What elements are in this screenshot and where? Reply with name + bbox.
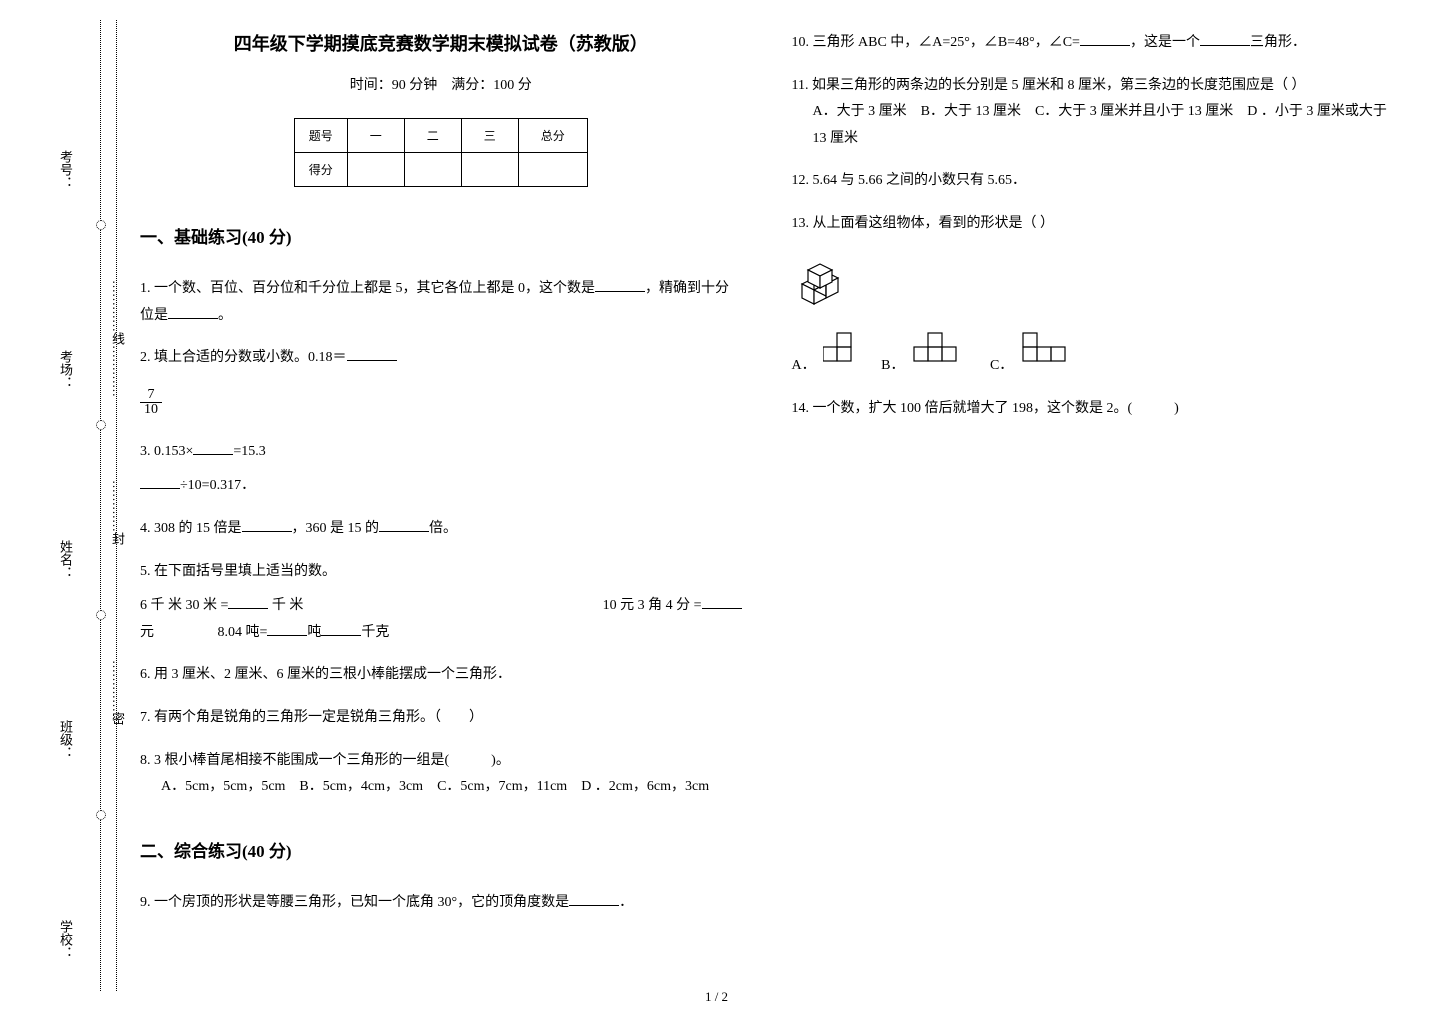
blank (595, 278, 645, 292)
question-13: 13. 从上面看这组物体，看到的形状是（ ） A． (792, 211, 1394, 380)
exam-title: 四年级下学期摸底竞赛数学期末模拟试卷（苏教版） (140, 30, 742, 56)
q4-text-c: 倍。 (429, 521, 457, 536)
q11-options: A．大于 3 厘米 B．大于 13 厘米 C．大于 3 厘米并且小于 13 厘米… (813, 99, 1394, 152)
shape-a-icon (823, 329, 863, 369)
question-5: 5. 在下面括号里填上适当的数。 6 千 米 30 米 = 千 米 10 元 3… (140, 559, 742, 647)
question-2: 2. 填上合适的分数或小数。0.18＝ 7 10 (140, 345, 742, 423)
blank (569, 892, 619, 906)
table-cell: 三 (461, 119, 518, 153)
q2-text-a: 2. 填上合适的分数或小数。0.18＝ (140, 350, 347, 365)
section-1-title: 一、基础练习(40 分) (140, 223, 742, 248)
section-2-title: 二、综合练习(40 分) (140, 837, 742, 862)
gutter-dotted-line (100, 20, 101, 991)
page-content: 四年级下学期摸底竞赛数学期末模拟试卷（苏教版） 时间：90 分钟 满分：100 … (140, 30, 1393, 950)
q4-text-a: 4. 308 的 15 倍是 (140, 521, 242, 536)
fraction-numerator: 7 (140, 388, 162, 403)
q3-text-b: =15.3 (233, 444, 265, 459)
q13-option-c: C． (990, 329, 1093, 380)
q3-text-c: ÷10=0.317． (180, 478, 255, 493)
question-10: 10. 三角形 ABC 中，∠A=25°，∠B=48°，∠C= ，这是一个 三角形． (792, 30, 1394, 57)
question-7: 7. 有两个角是锐角的三角形一定是锐角三角形。（ ） (140, 705, 742, 732)
q10-text-c: 三角形． (1250, 35, 1306, 50)
blank (228, 595, 268, 609)
question-12: 12. 5.64 与 5.66 之间的小数只有 5.65． (792, 168, 1394, 195)
q1-text-c: 。 (218, 308, 232, 323)
table-cell: 总分 (518, 119, 587, 153)
q11-text: 11. 如果三角形的两条边的长分别是 5 厘米和 8 厘米，第三条边的长度范围应… (792, 73, 1394, 100)
gutter-circle-icon (96, 610, 106, 620)
q10-text-b: ，这是一个 (1130, 35, 1200, 50)
blank (140, 475, 180, 489)
blank (168, 305, 218, 319)
table-cell (347, 153, 404, 187)
table-cell: 一 (347, 119, 404, 153)
question-14: 14. 一个数，扩大 100 倍后就增大了 198，这个数是 2。( ) (792, 396, 1394, 423)
table-row: 得分 (294, 153, 587, 187)
q13-text: 13. 从上面看这组物体，看到的形状是（ ） (792, 211, 1394, 238)
q8-options: A．5cm，5cm，5cm B．5cm，4cm，3cm C．5cm，7cm，11… (161, 774, 742, 801)
q9-text-a: 9. 一个房顶的形状是等腰三角形，已知一个底角 30°，它的顶角度数是 (140, 895, 569, 910)
question-8: 8. 3 根小棒首尾相接不能围成一个三角形的一组是( )。 A．5cm，5cm，… (140, 748, 742, 801)
blank (1200, 32, 1250, 46)
blank (321, 622, 361, 636)
q5-line-a: 6 千 米 30 米 = 千 米 (140, 593, 303, 620)
gutter-circle-icon (96, 810, 106, 820)
q5-line-b: 10 元 3 角 4 分 = (603, 593, 742, 620)
blank (347, 347, 397, 361)
blank (193, 441, 233, 455)
isometric-cubes-icon (792, 254, 862, 309)
q4-text-b: ，360 是 15 的 (292, 521, 380, 536)
q5-line-c: 8.04 吨=吨千克 (218, 625, 390, 640)
blank (702, 595, 742, 609)
q8-text: 8. 3 根小棒首尾相接不能围成一个三角形的一组是( )。 (140, 748, 742, 775)
table-cell (518, 153, 587, 187)
fraction-denominator: 10 (140, 403, 162, 417)
blank (242, 518, 292, 532)
table-cell: 二 (404, 119, 461, 153)
blank (379, 518, 429, 532)
gutter-circle-icon (96, 420, 106, 430)
q1-text-a: 1. 一个数、百位、百分位和千分位上都是 5，其它各位上都是 0，这个数是 (140, 281, 595, 296)
table-cell (461, 153, 518, 187)
fraction-7-10: 7 10 (140, 388, 162, 417)
table-cell: 得分 (294, 153, 347, 187)
shape-c-icon (1021, 329, 1093, 369)
q10-text-a: 10. 三角形 ABC 中，∠A=25°，∠B=48°，∠C= (792, 35, 1080, 50)
gutter-circle-icon (96, 220, 106, 230)
gutter-label-school: 学校： (56, 920, 75, 959)
question-3: 3. 0.153× =15.3 ÷10=0.317． (140, 439, 742, 500)
gutter-label-name: 姓名： (56, 540, 75, 579)
q9-text-b: ． (619, 895, 633, 910)
table-row: 题号 一 二 三 总分 (294, 119, 587, 153)
question-9: 9. 一个房顶的形状是等腰三角形，已知一个底角 30°，它的顶角度数是 ． (140, 890, 742, 917)
shape-b-icon (912, 329, 972, 369)
gutter-seal-mi: …………密 (108, 660, 127, 725)
q13-options-row: A． B． (792, 329, 1394, 380)
gutter-label-id: 考号： (56, 150, 75, 189)
blank (267, 622, 307, 636)
question-6: 6. 用 3 厘米、2 厘米、6 厘米的三根小棒能摆成一个三角形． (140, 662, 742, 689)
exam-subtitle: 时间：90 分钟 满分：100 分 (140, 74, 742, 94)
q3-text-a: 3. 0.153× (140, 444, 193, 459)
gutter-label-room: 考场： (56, 350, 75, 389)
question-1: 1. 一个数、百位、百分位和千分位上都是 5，其它各位上都是 0，这个数是，精确… (140, 276, 742, 329)
q13-option-b: B． (881, 329, 972, 380)
gutter-label-class: 班级： (56, 720, 75, 759)
question-4: 4. 308 的 15 倍是 ，360 是 15 的 倍。 (140, 516, 742, 543)
gutter-seal-feng: …………封 (108, 480, 127, 545)
q13-option-a: A． (792, 329, 864, 380)
binding-gutter: 学校： 班级： 姓名： 考场： 考号： …………密 …………封 …………线………… (0, 0, 140, 1011)
score-table: 题号 一 二 三 总分 得分 (294, 118, 588, 187)
gutter-seal-xian: …………线………… (108, 280, 127, 397)
question-11: 11. 如果三角形的两条边的长分别是 5 厘米和 8 厘米，第三条边的长度范围应… (792, 73, 1394, 153)
table-cell: 题号 (294, 119, 347, 153)
table-cell (404, 153, 461, 187)
page-number: 1 / 2 (705, 989, 728, 1005)
blank (1080, 32, 1130, 46)
q5-header: 5. 在下面括号里填上适当的数。 (140, 559, 742, 586)
